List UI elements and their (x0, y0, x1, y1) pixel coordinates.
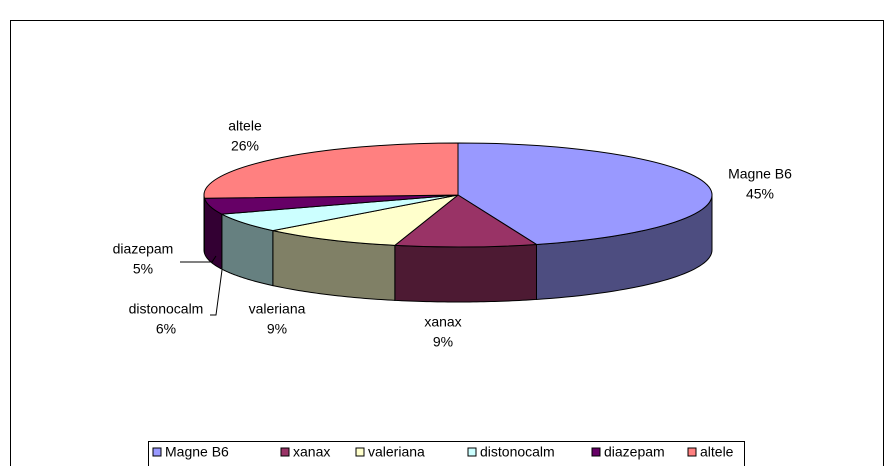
chart-border (10, 20, 884, 466)
legend-swatch (280, 447, 290, 457)
legend-label: distonocalm (480, 444, 555, 460)
data-label-name: diazepam (113, 241, 174, 257)
data-label-value: 45% (746, 186, 774, 202)
slice-side (203, 195, 206, 254)
legend-label: diazepam (604, 444, 665, 460)
legend-swatch (591, 447, 601, 457)
data-label-name: altele (228, 118, 262, 134)
leader-line (180, 255, 217, 263)
legend-label: valeriana (368, 444, 425, 460)
data-label-value: 9% (433, 334, 453, 350)
slice (457, 142, 713, 245)
data-label-value: 9% (267, 321, 287, 337)
data-label-value: 6% (156, 321, 176, 337)
data-label-name: distonocalm (129, 301, 204, 317)
slice (272, 194, 459, 246)
legend-swatch (152, 447, 162, 457)
data-label-name: xanax (424, 314, 461, 330)
slice-side (394, 243, 537, 303)
data-label-name: valeriana (249, 301, 306, 317)
legend-swatch (467, 447, 477, 457)
legend-label: xanax (293, 444, 330, 460)
legend-box (148, 441, 745, 466)
legend-label: Magne B6 (165, 444, 229, 460)
slice (203, 142, 459, 199)
leader-line (210, 269, 223, 316)
slice (393, 194, 539, 248)
legend-swatch (355, 447, 365, 457)
legend-label: altele (700, 444, 734, 460)
data-label-name: Magne B6 (728, 166, 792, 182)
legend-swatch (687, 447, 697, 457)
data-label-value: 5% (133, 261, 153, 277)
data-label-value: 26% (231, 138, 259, 154)
